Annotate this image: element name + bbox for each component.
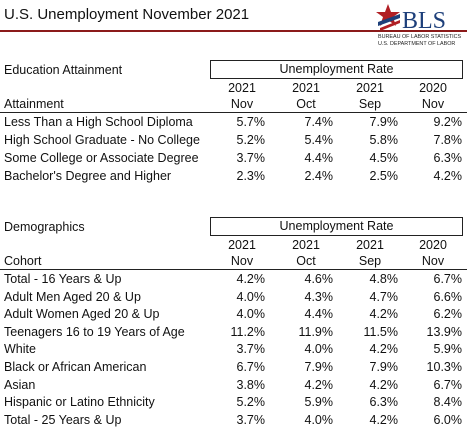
column-header: 2020 xyxy=(419,238,447,252)
cell-value: 5.9% xyxy=(433,342,463,357)
cell-value: 3.7% xyxy=(236,412,266,427)
row-label: Adult Women Aged 20 & Up xyxy=(4,307,160,322)
cell-value: 4.2% xyxy=(304,377,334,392)
row-label: Bachelor's Degree and Higher xyxy=(4,169,172,183)
row-label: Black or African American xyxy=(4,360,147,374)
logo-text: BLS xyxy=(402,8,446,34)
cell-value: 5.2% xyxy=(236,395,266,410)
cell-value: 6.7% xyxy=(433,272,463,286)
row-label: Less Than a High School Diploma xyxy=(4,115,193,129)
cell-value: 11.9% xyxy=(298,324,333,339)
row-label: Adult Men Aged 20 & Up xyxy=(4,289,141,304)
cell-value: 4.8% xyxy=(369,272,399,286)
column-header: 2021 xyxy=(356,81,384,95)
logo-line2: U.S. DEPARTMENT OF LABOR xyxy=(378,41,455,47)
cell-value: 7.9% xyxy=(369,360,399,374)
column-header: 2021 xyxy=(292,81,320,95)
cell-value: 4.4% xyxy=(304,307,334,322)
cell-value: 4.0% xyxy=(236,289,266,304)
cell-value: 4.2% xyxy=(369,307,399,322)
column-header: Nov xyxy=(421,97,445,111)
header-rule xyxy=(0,269,467,270)
cell-value: 3.7% xyxy=(236,342,266,357)
cell-value: 4.0% xyxy=(304,342,334,357)
cell-value: 6.2% xyxy=(433,307,463,322)
cell-value: 7.4% xyxy=(304,115,334,129)
column-header: 2021 xyxy=(292,238,320,252)
cell-value: 8.4% xyxy=(433,395,463,410)
cell-value: 2.5% xyxy=(369,169,399,183)
group-header: Unemployment Rate xyxy=(279,219,394,233)
cell-value: 4.7% xyxy=(369,289,399,304)
cell-value: 4.2% xyxy=(369,377,399,392)
cell-value: 6.0% xyxy=(433,412,463,427)
cell-value: 4.3% xyxy=(304,289,334,304)
column-header: 2021 xyxy=(228,81,256,95)
cell-value: 6.7% xyxy=(433,377,463,392)
cell-value: 4.2% xyxy=(433,169,463,183)
cell-value: 4.5% xyxy=(369,151,399,165)
cell-value: 5.7% xyxy=(236,115,266,129)
cell-value: 6.3% xyxy=(433,151,463,165)
row-label: Some College or Associate Degree xyxy=(4,151,199,165)
cell-value: 9.2% xyxy=(433,115,463,129)
cell-value: 5.4% xyxy=(304,133,334,147)
title-rule xyxy=(0,30,467,32)
cell-value: 7.9% xyxy=(304,360,334,374)
row-label: Hispanic or Latino Ethnicity xyxy=(4,395,155,410)
cell-value: 13.9% xyxy=(426,324,462,339)
column-header: Nov xyxy=(421,254,445,268)
title: U.S. Unemployment November 2021 xyxy=(4,6,250,23)
cell-value: 11.2% xyxy=(230,324,265,339)
cell-value: 7.8% xyxy=(433,133,463,147)
cell-value: 3.8% xyxy=(236,377,266,392)
cell-value: 4.2% xyxy=(236,272,266,286)
cell-value: 6.6% xyxy=(433,289,463,304)
cell-value: 2.4% xyxy=(304,169,334,183)
row-label: Asian xyxy=(4,377,36,392)
cell-value: 6.7% xyxy=(236,360,266,374)
cell-value: 4.2% xyxy=(369,342,399,357)
cell-value: 4.0% xyxy=(236,307,266,322)
row-label: White xyxy=(4,342,36,357)
cell-value: 11.5% xyxy=(363,324,398,339)
column-header: Nov xyxy=(230,254,254,268)
column-header: 2020 xyxy=(419,81,447,95)
column-header: Oct xyxy=(296,97,316,111)
cell-value: 2.3% xyxy=(236,169,266,183)
cell-value: 4.6% xyxy=(304,272,334,286)
logo-line1: BUREAU OF LABOR STATISTICS xyxy=(378,34,461,40)
column-header: 2021 xyxy=(356,238,384,252)
column-header: Nov xyxy=(230,97,254,111)
column-header: 2021 xyxy=(228,238,256,252)
header-rule xyxy=(0,112,467,113)
cell-value: 5.8% xyxy=(369,133,399,147)
cell-value: 10.3% xyxy=(426,360,462,374)
section-title: Education Attainment xyxy=(4,63,123,77)
column-header: Oct xyxy=(296,254,316,268)
group-header: Unemployment Rate xyxy=(279,62,394,76)
cell-value: 4.0% xyxy=(304,412,334,427)
cell-value: 4.2% xyxy=(369,412,399,427)
column-header: Sep xyxy=(358,254,382,268)
cell-value: 7.9% xyxy=(369,115,399,129)
row-label: Total - 25 Years & Up xyxy=(4,412,122,427)
row-label: High School Graduate - No College xyxy=(4,133,200,147)
row-header: Attainment xyxy=(4,97,64,111)
row-label: Teenagers 16 to 19 Years of Age xyxy=(4,324,185,339)
cell-value: 3.7% xyxy=(236,151,266,165)
row-header: Cohort xyxy=(4,254,42,268)
group-header-box xyxy=(210,60,463,79)
section-title: Demographics xyxy=(4,220,85,234)
cell-value: 5.2% xyxy=(236,133,266,147)
bls-logo: BLS BUREAU OF LABOR STATISTICS U.S. DEPA… xyxy=(376,4,461,47)
cell-value: 5.9% xyxy=(304,395,334,410)
cell-value: 4.4% xyxy=(304,151,334,165)
column-header: Sep xyxy=(358,97,382,111)
cell-value: 6.3% xyxy=(369,395,399,410)
group-header-box xyxy=(210,217,463,236)
row-label: Total - 16 Years & Up xyxy=(4,272,122,286)
